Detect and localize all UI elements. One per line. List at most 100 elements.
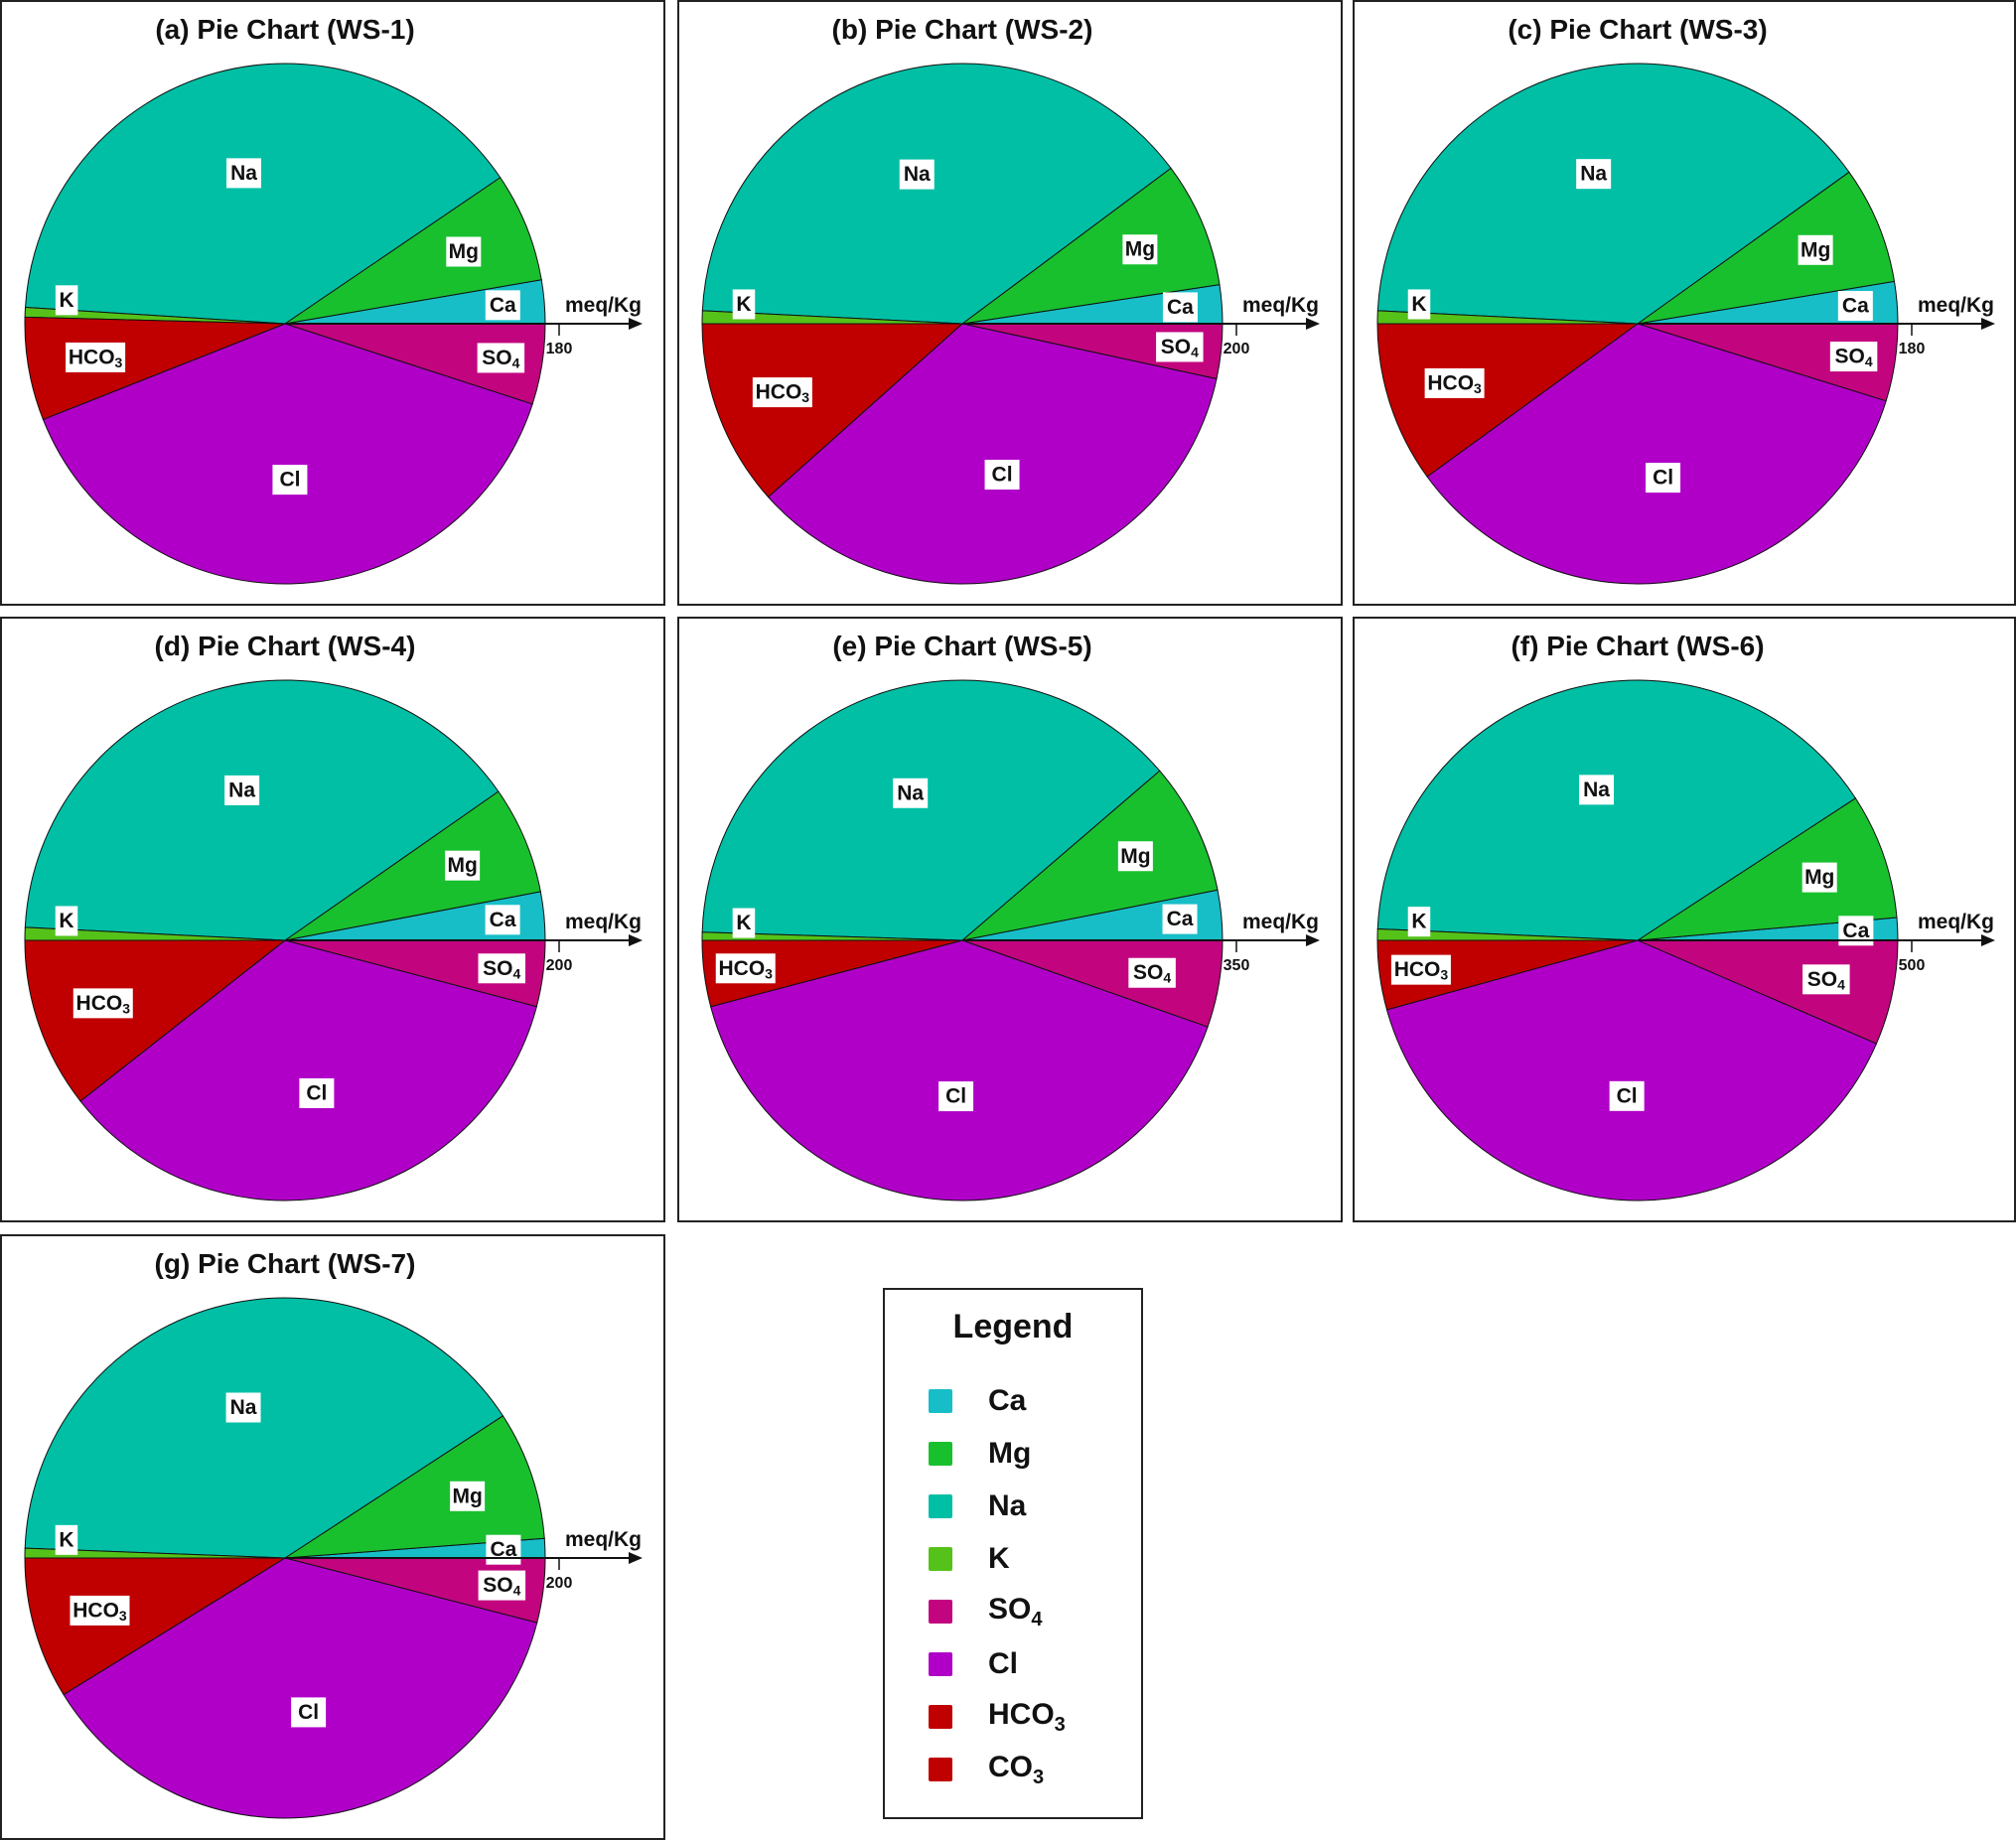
slice-mg bbox=[284, 790, 541, 941]
slice-label-k: K bbox=[55, 285, 78, 316]
slice-label-na: Na bbox=[1576, 159, 1612, 190]
scale-tick-label: 180 bbox=[1899, 341, 1926, 357]
chart-panel-4: (d) Pie Chart (WS-4) Ca Mg Na K SO4 Cl HCO3 200 m… bbox=[0, 617, 665, 1222]
svg-text:HCO3: HCO3 bbox=[72, 1599, 127, 1624]
slice-cl bbox=[63, 1557, 538, 1819]
chart-panel-6: (f) Pie Chart (WS-6) Ca Mg Na K SO4 Cl HCO3 500 m… bbox=[1353, 617, 2016, 1222]
slice-label-k: K bbox=[55, 1524, 78, 1555]
slice-label-k: K bbox=[1407, 907, 1431, 937]
slice-mg bbox=[284, 177, 542, 325]
svg-text:Cl: Cl bbox=[992, 464, 1013, 487]
svg-text:HCO3: HCO3 bbox=[756, 381, 810, 406]
chart-panel-3: (c) Pie Chart (WS-3) Ca Mg Na K SO4 Cl HCO3 180 m… bbox=[1353, 0, 2016, 606]
svg-text:K: K bbox=[736, 912, 751, 934]
svg-text:Cl: Cl bbox=[945, 1085, 966, 1108]
svg-text:Na: Na bbox=[1583, 778, 1610, 801]
slice-label-hco3: HCO3 bbox=[715, 953, 776, 984]
chart-title: (a) Pie Chart (WS-1) bbox=[155, 14, 415, 45]
axis-unit-label: meq/Kg bbox=[565, 294, 642, 317]
legend-swatch bbox=[929, 1758, 952, 1781]
slice-label-mg: Mg bbox=[1122, 234, 1158, 265]
pie-chart: Ca Mg Na K SO4 Cl HCO3 200 meq/Kg bbox=[24, 679, 643, 1202]
svg-text:Mg: Mg bbox=[452, 1485, 482, 1507]
svg-text:K: K bbox=[736, 293, 751, 316]
slice-label-cl: Cl bbox=[1609, 1080, 1645, 1111]
svg-text:Ca: Ca bbox=[490, 909, 516, 931]
scale-axis: 200 meq/Kg bbox=[962, 294, 1320, 357]
chart-title: (g) Pie Chart (WS-7) bbox=[154, 1248, 416, 1279]
legend-label: Ca bbox=[988, 1384, 1027, 1417]
svg-text:Ca: Ca bbox=[490, 1538, 516, 1561]
legend-label: Mg bbox=[988, 1437, 1032, 1470]
pie-chart: Ca Mg Na K SO4 Cl HCO3 350 meq/Kg bbox=[701, 679, 1320, 1202]
svg-text:K: K bbox=[1411, 293, 1426, 316]
slice-label-k: K bbox=[1407, 289, 1431, 320]
slice-label-cl: Cl bbox=[984, 460, 1020, 491]
legend-title: Legend bbox=[952, 1308, 1074, 1345]
slice-label-so4: SO4 bbox=[478, 953, 526, 984]
chart-panel-7: (g) Pie Chart (WS-7) Ca Mg Na K SO4 Cl HCO3 200 m… bbox=[0, 1234, 665, 1840]
scale-tick-label: 180 bbox=[546, 341, 573, 357]
svg-text:K: K bbox=[60, 289, 74, 312]
legend-item-na: Na bbox=[929, 1486, 1026, 1526]
slice-label-cl: Cl bbox=[938, 1081, 974, 1112]
chart-panel-2: (b) Pie Chart (WS-2) Ca Mg Na K SO4 Cl HCO3 200 m… bbox=[677, 0, 1343, 606]
legend: Legend Ca Mg Na K SO4 Cl HCO3 CO3 bbox=[883, 1288, 1143, 1819]
svg-text:K: K bbox=[59, 910, 73, 932]
slice-na bbox=[24, 679, 500, 941]
axis-unit-label: meq/Kg bbox=[1242, 294, 1319, 317]
slice-na bbox=[24, 63, 502, 325]
svg-text:K: K bbox=[59, 1528, 73, 1551]
slice-mg bbox=[1637, 797, 1898, 941]
svg-text:Ca: Ca bbox=[1167, 908, 1194, 930]
svg-text:HCO3: HCO3 bbox=[1427, 371, 1482, 396]
slice-mg bbox=[1637, 171, 1896, 325]
scale-tick-label: 200 bbox=[546, 1575, 573, 1592]
legend-item-co3: CO3 bbox=[929, 1750, 1044, 1789]
svg-text:Cl: Cl bbox=[1617, 1084, 1638, 1107]
svg-text:Mg: Mg bbox=[1804, 866, 1834, 889]
slice-cl bbox=[79, 939, 537, 1202]
svg-text:Ca: Ca bbox=[490, 294, 516, 317]
legend-item-cl: Cl bbox=[929, 1644, 1018, 1684]
svg-text:HCO3: HCO3 bbox=[76, 992, 131, 1017]
slice-label-mg: Mg bbox=[450, 1481, 486, 1511]
slice-hco3 bbox=[24, 939, 287, 1102]
slice-cl bbox=[710, 939, 1209, 1202]
svg-text:HCO3: HCO3 bbox=[1394, 958, 1449, 983]
svg-text:Na: Na bbox=[228, 778, 255, 801]
slice-label-cl: Cl bbox=[1646, 463, 1681, 494]
legend-label: HCO3 bbox=[988, 1697, 1066, 1736]
svg-text:HCO3: HCO3 bbox=[719, 957, 774, 982]
svg-text:Cl: Cl bbox=[279, 469, 300, 492]
pie-chart: Ca Mg Na K SO4 Cl HCO3 180 meq/Kg bbox=[1376, 63, 1995, 585]
chart-panel-5: (e) Pie Chart (WS-5) Ca Mg Na K SO4 Cl HCO3 350 m… bbox=[677, 617, 1343, 1222]
slice-label-so4: SO4 bbox=[1829, 342, 1878, 372]
slice-label-so4: SO4 bbox=[1156, 332, 1204, 362]
slice-mg bbox=[960, 770, 1219, 941]
svg-text:Na: Na bbox=[897, 781, 924, 804]
slice-cl bbox=[767, 323, 1218, 585]
slice-label-mg: Mg bbox=[446, 236, 482, 267]
slice-label-so4: SO4 bbox=[1802, 964, 1850, 995]
legend-label: SO4 bbox=[988, 1592, 1043, 1630]
pie-chart: Ca Mg Na K SO4 Cl HCO3 500 meq/Kg bbox=[1376, 679, 1995, 1202]
svg-text:Mg: Mg bbox=[1125, 238, 1155, 261]
slice-hco3 bbox=[701, 323, 964, 498]
slice-label-ca: Ca bbox=[485, 905, 520, 935]
svg-text:Mg: Mg bbox=[1800, 238, 1830, 261]
slice-na bbox=[24, 1297, 504, 1559]
scale-axis: 180 meq/Kg bbox=[1638, 294, 1995, 357]
slice-label-ca: Ca bbox=[1162, 904, 1198, 934]
slice-label-hco3: HCO3 bbox=[66, 342, 126, 372]
svg-text:Mg: Mg bbox=[447, 854, 477, 877]
slice-label-na: Na bbox=[226, 158, 262, 189]
slice-label-na: Na bbox=[893, 778, 929, 808]
legend-item-k: K bbox=[929, 1539, 1010, 1579]
slice-label-k: K bbox=[55, 906, 78, 936]
scale-axis: 350 meq/Kg bbox=[962, 911, 1320, 974]
axis-unit-label: meq/Kg bbox=[1918, 911, 1994, 933]
slice-cl bbox=[42, 323, 533, 585]
slice-label-na: Na bbox=[1579, 775, 1615, 805]
legend-item-hco3: HCO3 bbox=[929, 1697, 1066, 1737]
